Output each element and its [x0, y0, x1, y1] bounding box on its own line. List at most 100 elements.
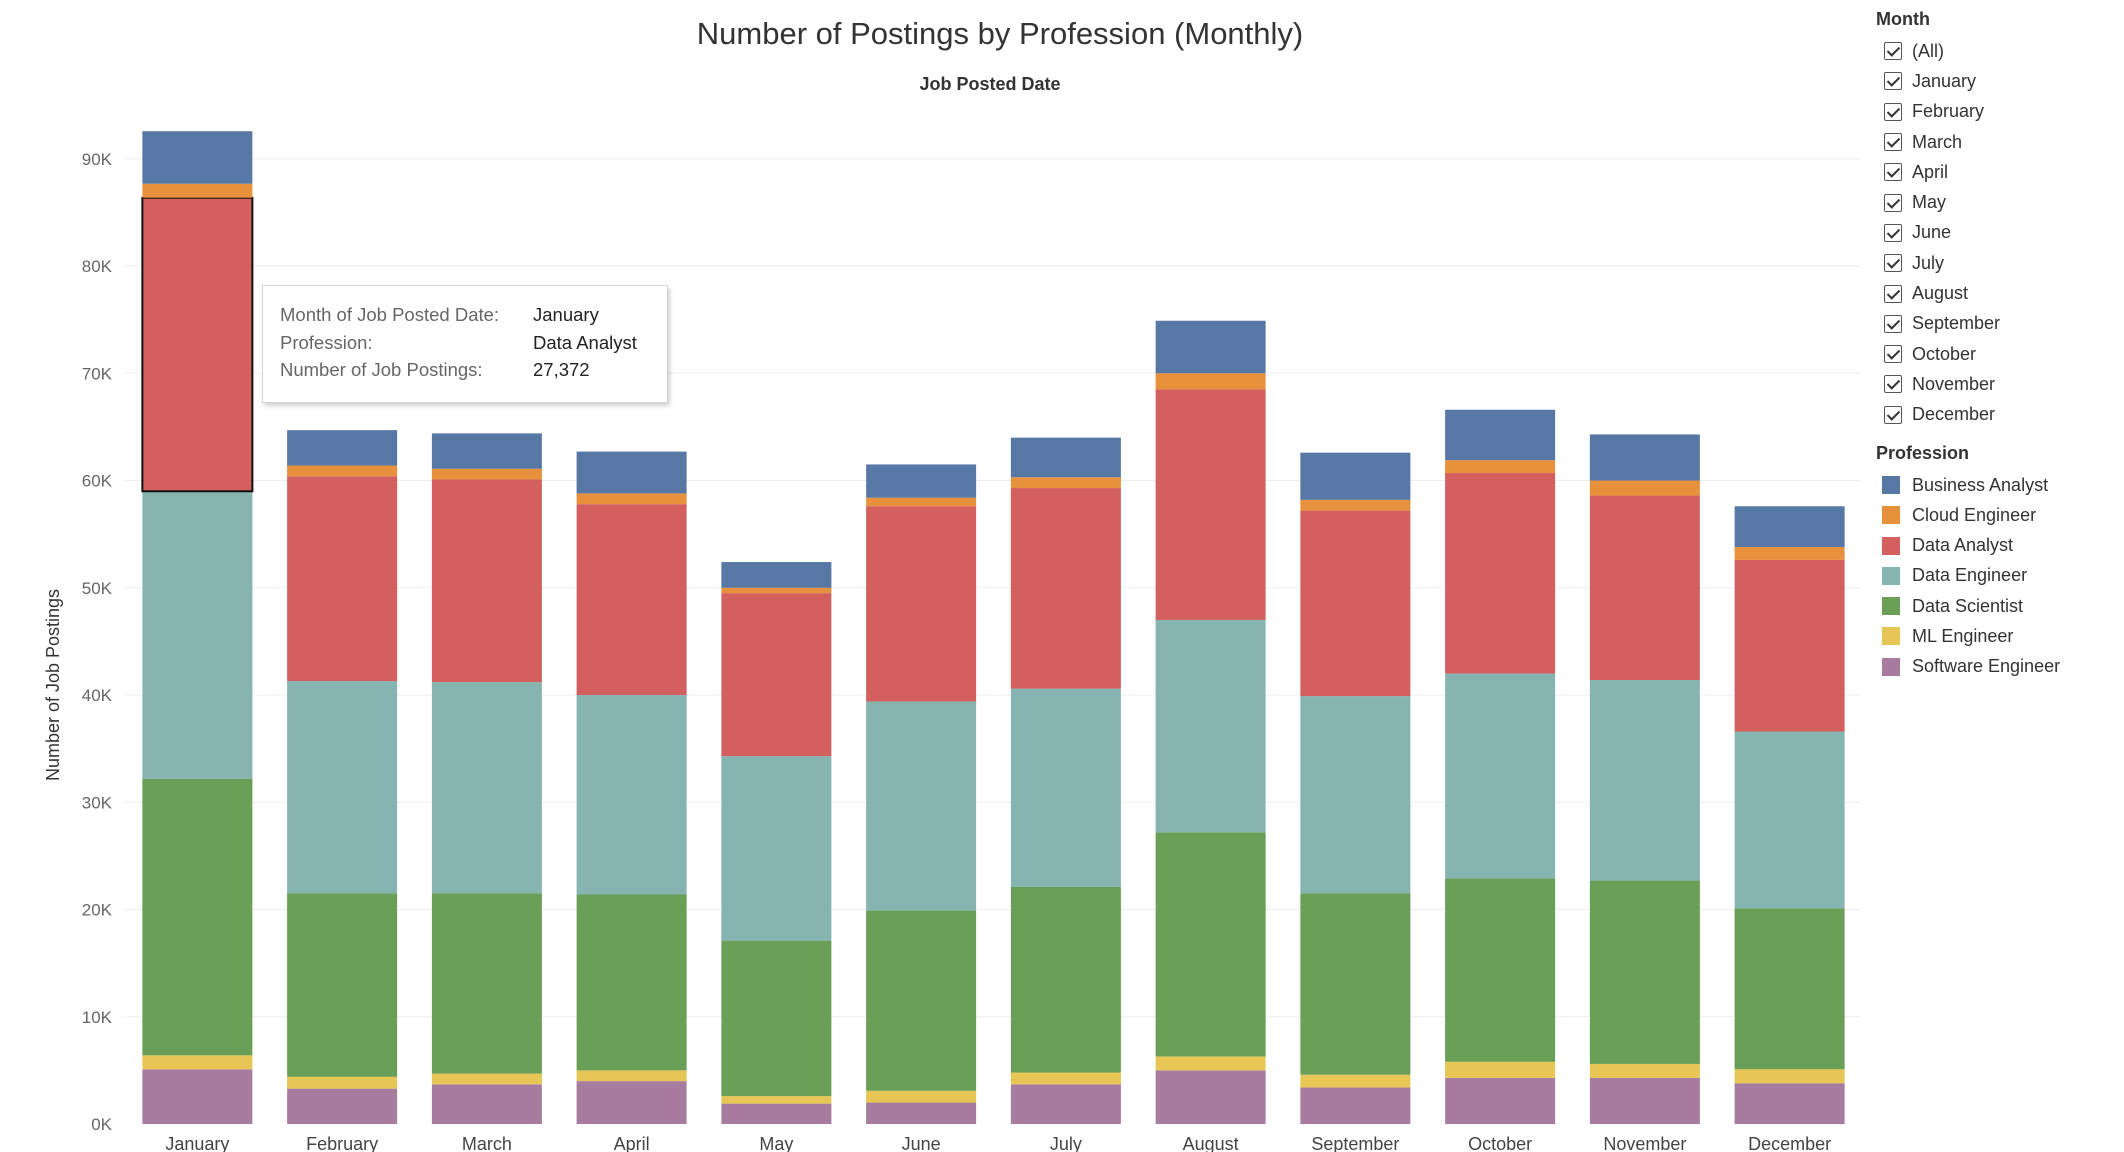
month-filter-item[interactable]: February	[1876, 97, 2116, 127]
month-filter-item[interactable]: September	[1876, 309, 2116, 339]
bar-segment[interactable]	[287, 1076, 398, 1089]
bar-segment[interactable]	[431, 893, 542, 1074]
bar-segment[interactable]	[1445, 409, 1556, 461]
checkbox[interactable]	[1884, 163, 1902, 182]
bar-segment[interactable]	[866, 1102, 977, 1124]
checkbox[interactable]	[1884, 42, 1902, 61]
bar-segment[interactable]	[866, 701, 977, 911]
checkbox[interactable]	[1884, 314, 1902, 333]
bar-segment[interactable]	[866, 497, 977, 507]
bar-segment[interactable]	[287, 465, 398, 477]
bar-segment[interactable]	[721, 756, 832, 941]
bar-segment[interactable]	[1589, 480, 1700, 496]
bar-segment[interactable]	[1300, 1074, 1411, 1088]
bar-segment[interactable]	[1155, 619, 1266, 833]
checkbox[interactable]	[1884, 193, 1902, 212]
bar-segment[interactable]	[1445, 673, 1556, 879]
month-filter-item[interactable]: April	[1876, 157, 2116, 187]
bar-segment[interactable]	[142, 778, 253, 1056]
bar-segment[interactable]	[1445, 473, 1556, 674]
bar-segment[interactable]	[1445, 460, 1556, 474]
bar-segment[interactable]	[576, 894, 687, 1071]
bar-segment[interactable]	[142, 1069, 253, 1124]
checkbox[interactable]	[1884, 72, 1902, 91]
checkbox[interactable]	[1884, 133, 1902, 152]
bar-segment[interactable]	[1734, 559, 1845, 732]
bar-segment[interactable]	[1445, 878, 1556, 1062]
bar-segment[interactable]	[1589, 1063, 1700, 1078]
bar-segment[interactable]	[1300, 452, 1411, 500]
bar-segment[interactable]	[866, 464, 977, 498]
bar-segment[interactable]	[866, 506, 977, 702]
bar-segment[interactable]	[431, 682, 542, 894]
checkbox[interactable]	[1884, 223, 1902, 242]
bar-segment[interactable]	[431, 479, 542, 683]
bar-segment[interactable]	[431, 433, 542, 469]
bar-segment[interactable]	[721, 587, 832, 594]
bar-segment[interactable]	[576, 1070, 687, 1082]
checkbox[interactable]	[1884, 405, 1902, 424]
bar-segment[interactable]	[142, 183, 253, 198]
bar-segment[interactable]	[142, 491, 253, 779]
bar-segment[interactable]	[1010, 688, 1121, 887]
bar-segment[interactable]	[1445, 1077, 1556, 1124]
bar-segment[interactable]	[576, 695, 687, 895]
bar-segment[interactable]	[1300, 1087, 1411, 1124]
bar-segment[interactable]	[1734, 547, 1845, 560]
bar-segment[interactable]	[576, 451, 687, 494]
legend-item[interactable]: ML Engineer	[1876, 621, 2116, 651]
bar-segment[interactable]	[1589, 880, 1700, 1064]
checkbox[interactable]	[1884, 284, 1902, 303]
month-filter-item[interactable]: January	[1876, 66, 2116, 96]
legend-item[interactable]: Data Scientist	[1876, 591, 2116, 621]
month-filter-item[interactable]: March	[1876, 127, 2116, 157]
month-filter-item[interactable]: October	[1876, 339, 2116, 369]
bar-segment[interactable]	[287, 430, 398, 466]
bar-segment[interactable]	[142, 1055, 253, 1070]
bar-segment[interactable]	[1155, 832, 1266, 1057]
bar-segment[interactable]	[576, 504, 687, 696]
month-filter-item[interactable]: (All)	[1876, 36, 2116, 66]
bar-segment[interactable]	[1010, 1084, 1121, 1124]
legend-item[interactable]: Cloud Engineer	[1876, 500, 2116, 530]
bar-segment[interactable]	[1589, 495, 1700, 681]
bar-segment[interactable]	[1155, 320, 1266, 374]
bar-segment[interactable]	[721, 1096, 832, 1104]
bar-segment[interactable]	[721, 940, 832, 1097]
bar-segment[interactable]	[1300, 499, 1411, 511]
legend-item[interactable]: Software Engineer	[1876, 652, 2116, 682]
bar-segment[interactable]	[1445, 1061, 1556, 1078]
bar-segment[interactable]	[1589, 1077, 1700, 1124]
month-filter-item[interactable]: May	[1876, 187, 2116, 217]
bar-segment[interactable]	[1155, 1056, 1266, 1071]
bar-segment[interactable]	[721, 593, 832, 757]
bar-segment[interactable]	[576, 1081, 687, 1124]
bar-segment[interactable]	[1734, 908, 1845, 1070]
bar-segment[interactable]	[866, 910, 977, 1091]
bar-segment[interactable]	[1010, 437, 1121, 478]
bar-segment[interactable]	[141, 196, 254, 493]
bar-segment[interactable]	[1010, 488, 1121, 689]
bar-segment[interactable]	[1155, 373, 1266, 390]
month-filter-item[interactable]: August	[1876, 278, 2116, 308]
bar-segment[interactable]	[431, 1084, 542, 1124]
bar-segment[interactable]	[1155, 389, 1266, 620]
bar-segment[interactable]	[1010, 886, 1121, 1073]
bar-segment[interactable]	[1155, 1070, 1266, 1124]
month-filter-item[interactable]: July	[1876, 248, 2116, 278]
bar-segment[interactable]	[1734, 506, 1845, 548]
bar-segment[interactable]	[1010, 477, 1121, 489]
bar-segment[interactable]	[1300, 510, 1411, 697]
bar-segment[interactable]	[1010, 1072, 1121, 1085]
legend-item[interactable]: Data Engineer	[1876, 561, 2116, 591]
bar-segment[interactable]	[1589, 680, 1700, 881]
bar-segment[interactable]	[287, 476, 398, 682]
checkbox[interactable]	[1884, 254, 1902, 273]
month-filter-item[interactable]: June	[1876, 218, 2116, 248]
bar-segment[interactable]	[287, 681, 398, 894]
month-filter-item[interactable]: December	[1876, 400, 2116, 430]
legend-item[interactable]: Data Analyst	[1876, 530, 2116, 560]
bar-segment[interactable]	[1734, 1083, 1845, 1124]
legend-item[interactable]: Business Analyst	[1876, 470, 2116, 500]
bar-segment[interactable]	[721, 562, 832, 588]
